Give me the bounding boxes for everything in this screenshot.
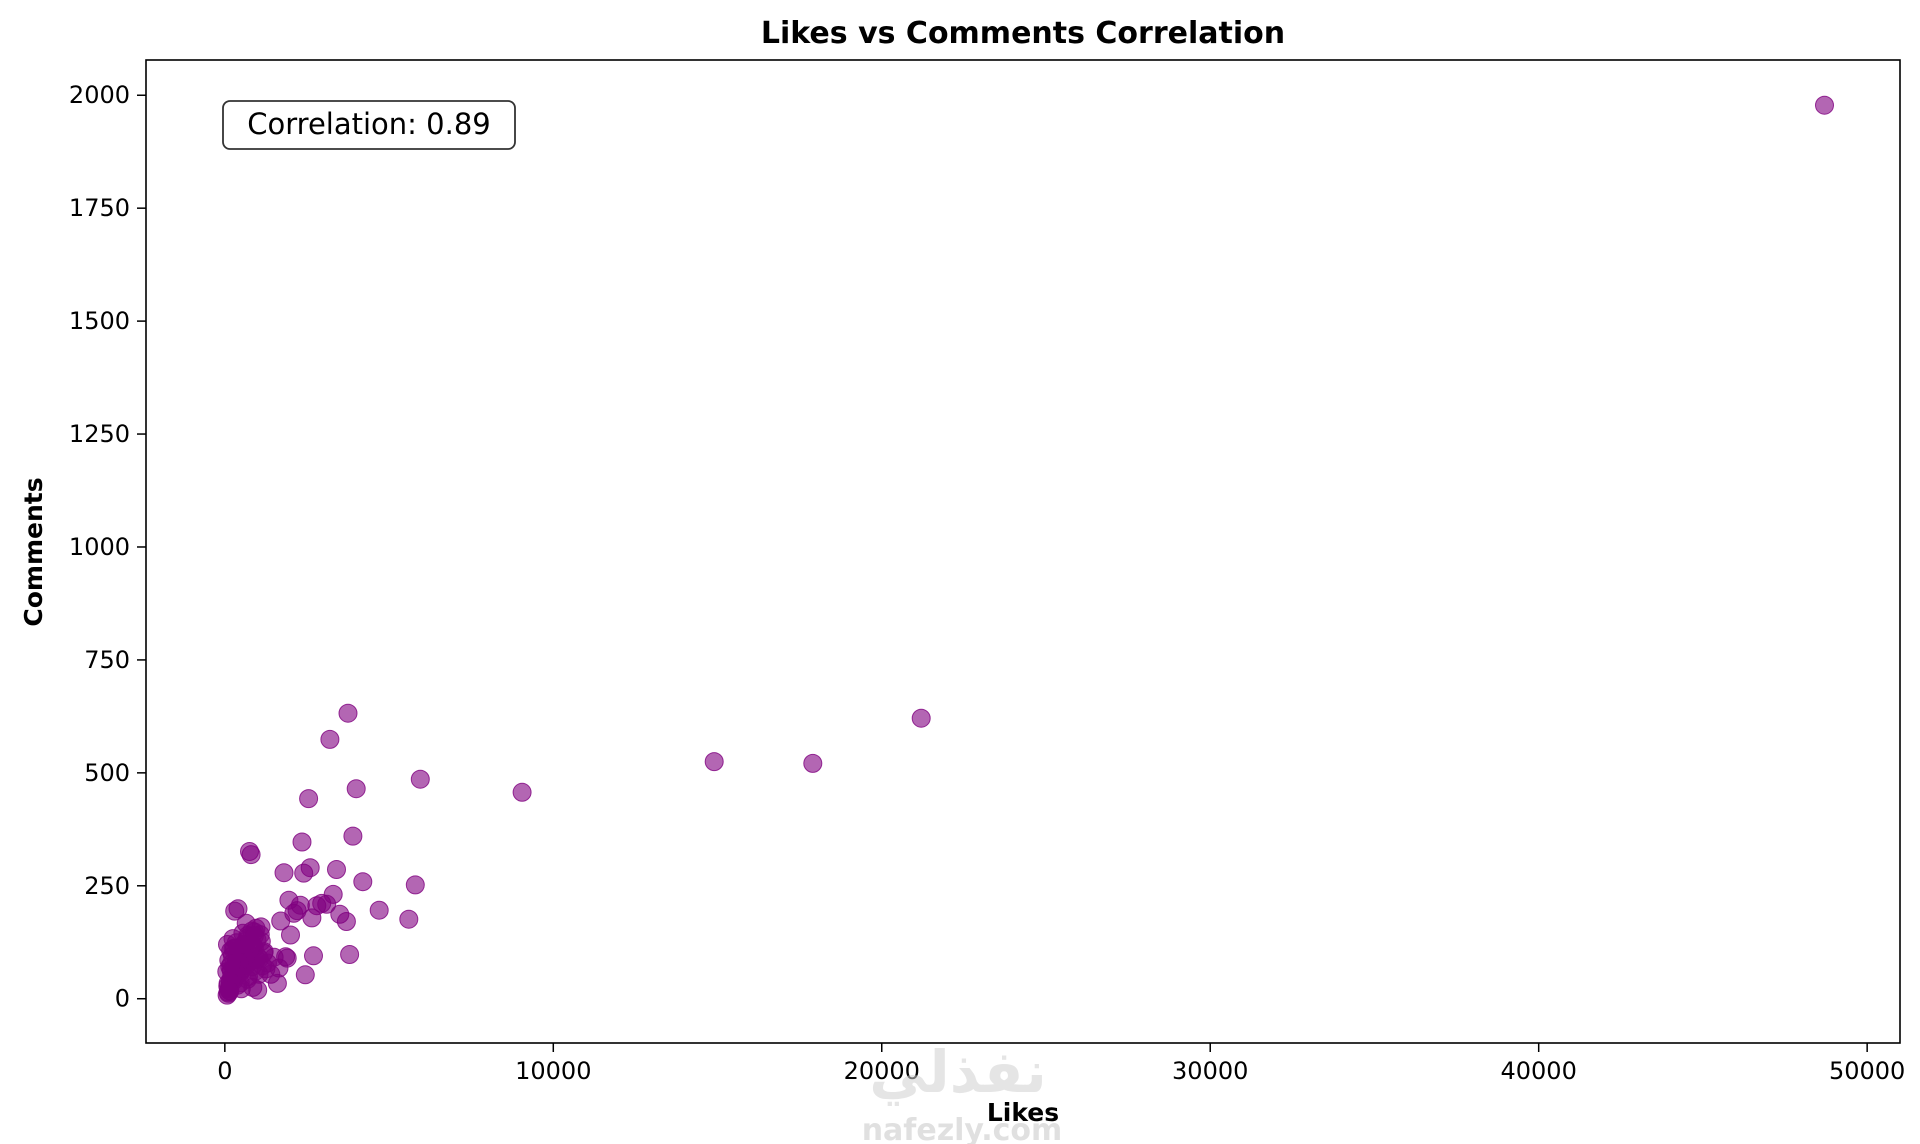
data-point <box>320 729 340 749</box>
x-axis-ticks: 0 10000 20000 30000 40000 50000 <box>217 1043 1905 1085</box>
watermark: نفذلي nafezly.com <box>862 1038 1063 1144</box>
y-tick-label: 2000 <box>69 81 130 109</box>
correlation-annotation: Correlation: 0.89 <box>222 100 516 150</box>
data-point <box>330 904 350 924</box>
x-tick-label: 10000 <box>515 1057 591 1085</box>
data-point <box>405 875 425 895</box>
x-tick-label: 40000 <box>1501 1057 1577 1085</box>
data-point <box>704 752 724 772</box>
data-point <box>353 872 373 892</box>
data-point <box>225 901 245 921</box>
x-tick-label: 0 <box>217 1057 232 1085</box>
y-tick-label: 1500 <box>69 307 130 335</box>
data-point <box>911 708 931 728</box>
y-tick-label: 500 <box>84 759 130 787</box>
watermark-arabic-text: نفذلي <box>869 1038 1046 1106</box>
x-tick-label: 20000 <box>844 1057 920 1085</box>
data-point <box>803 753 823 773</box>
data-point <box>299 789 319 809</box>
data-point <box>221 954 241 974</box>
plot-frame <box>145 59 1901 1044</box>
y-tick-label: 250 <box>84 872 130 900</box>
data-point <box>338 703 358 723</box>
data-point <box>279 890 299 910</box>
data-points <box>217 95 1834 1005</box>
x-tick-label: 50000 <box>1829 1057 1905 1085</box>
data-point <box>399 909 419 929</box>
data-point <box>294 863 314 883</box>
data-point <box>369 900 389 920</box>
data-point <box>274 863 294 883</box>
data-point <box>240 842 259 861</box>
data-point <box>346 779 366 799</box>
data-point <box>224 938 244 958</box>
data-point <box>295 965 315 985</box>
data-point <box>410 769 430 789</box>
correlation-text: Correlation: 0.89 <box>247 107 490 141</box>
data-point <box>327 860 346 879</box>
y-tick-label: 1750 <box>69 194 130 222</box>
y-tick-label: 750 <box>84 646 130 674</box>
data-point <box>1815 95 1834 115</box>
data-point <box>271 911 291 931</box>
data-point <box>512 782 532 802</box>
y-axis-ticks: 0 250 500 750 1000 1250 1500 1750 2000 <box>69 81 146 1013</box>
watermark-latin-text: nafezly.com <box>862 1113 1063 1144</box>
data-point <box>292 832 312 852</box>
y-tick-label: 0 <box>115 985 130 1013</box>
x-tick-label: 30000 <box>1172 1057 1248 1085</box>
y-tick-label: 1250 <box>69 420 130 448</box>
x-axis-label: Likes <box>987 1098 1059 1127</box>
y-axis-label: Comments <box>19 477 48 626</box>
annotation-box <box>222 100 516 150</box>
data-point <box>343 826 363 846</box>
data-point <box>281 925 300 945</box>
data-point <box>304 946 323 966</box>
data-point <box>340 945 360 964</box>
chart-title: Likes vs Comments Correlation <box>761 16 1285 51</box>
data-point <box>219 981 239 1001</box>
y-tick-label: 1000 <box>69 533 130 561</box>
